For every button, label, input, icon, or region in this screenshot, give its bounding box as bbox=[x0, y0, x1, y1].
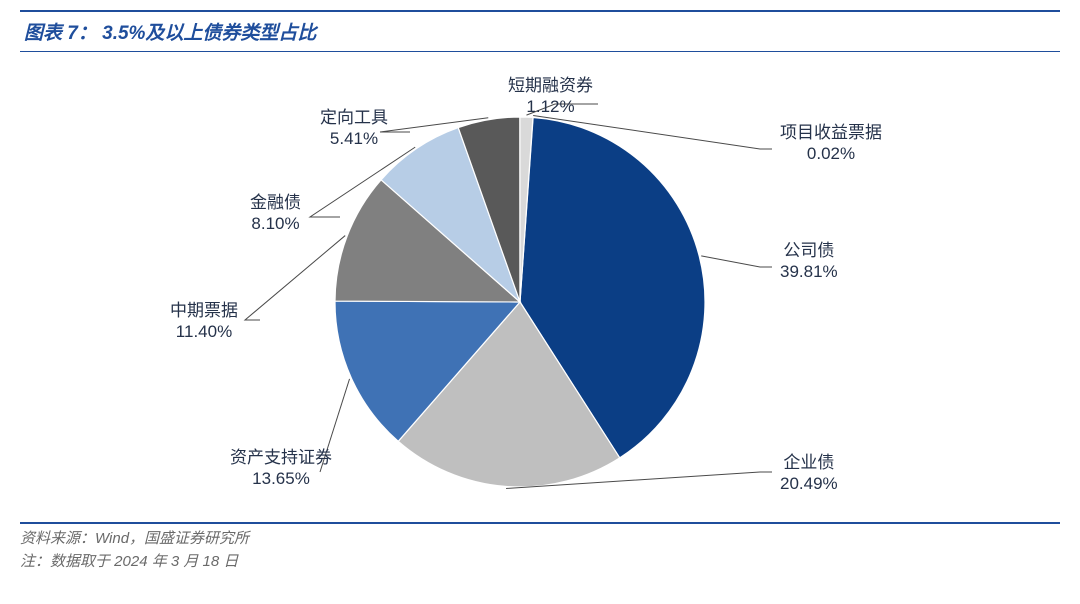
note-line: 注：数据取于 2024 年 3 月 18 日 bbox=[20, 551, 1060, 574]
slice-percent: 1.12% bbox=[508, 96, 593, 117]
slice-name: 金融债 bbox=[250, 192, 301, 213]
slice-name: 公司债 bbox=[780, 240, 838, 261]
pie-chart-area: 项目收益票据0.02% 公司债39.81% 企业债20.49% 资产支持证券13.65… bbox=[20, 52, 1060, 522]
slice-label: 定向工具5.41% bbox=[320, 107, 388, 150]
slice-label: 公司债39.81% bbox=[780, 240, 838, 283]
slice-label: 中期票据11.40% bbox=[170, 300, 238, 343]
slice-percent: 8.10% bbox=[250, 213, 301, 234]
slice-label: 金融债8.10% bbox=[250, 192, 301, 235]
slice-label: 资产支持证券13.65% bbox=[230, 447, 332, 490]
slice-name: 定向工具 bbox=[320, 107, 388, 128]
slice-percent: 39.81% bbox=[780, 261, 838, 282]
slice-label: 企业债20.49% bbox=[780, 452, 838, 495]
slice-name: 短期融资券 bbox=[508, 75, 593, 96]
slice-percent: 5.41% bbox=[320, 128, 388, 149]
slice-percent: 0.02% bbox=[780, 143, 882, 164]
source-line: 资料来源：Wind，国盛证券研究所 bbox=[20, 528, 1060, 551]
slice-label: 短期融资券1.12% bbox=[508, 75, 593, 118]
slice-name: 中期票据 bbox=[170, 300, 238, 321]
slice-percent: 20.49% bbox=[780, 473, 838, 494]
chart-footer: 资料来源：Wind，国盛证券研究所 注：数据取于 2024 年 3 月 18 日 bbox=[20, 522, 1060, 573]
slice-percent: 11.40% bbox=[170, 321, 238, 342]
slice-name: 项目收益票据 bbox=[780, 122, 882, 143]
chart-header: 图表 7： 3.5%及以上债券类型占比 bbox=[20, 10, 1060, 52]
chart-title: 图表 7： 3.5%及以上债券类型占比 bbox=[24, 23, 316, 44]
slice-name: 资产支持证券 bbox=[230, 447, 332, 468]
pie-chart-svg bbox=[20, 52, 1060, 522]
leader-line bbox=[701, 256, 772, 267]
slice-label: 项目收益票据0.02% bbox=[780, 122, 882, 165]
slice-percent: 13.65% bbox=[230, 468, 332, 489]
slice-name: 企业债 bbox=[780, 452, 838, 473]
leader-line bbox=[245, 236, 345, 320]
